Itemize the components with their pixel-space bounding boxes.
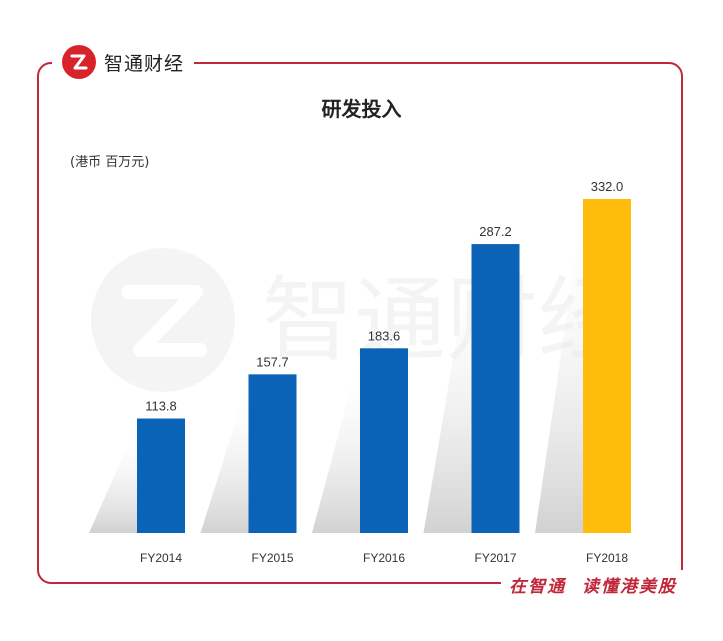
bar-fy2017: [471, 244, 520, 533]
bar-shadow: [535, 205, 583, 533]
x-tick-label: FY2016: [363, 551, 405, 565]
bar-shadow: [312, 354, 360, 533]
bar-fy2018: [583, 199, 631, 533]
value-labels: 113.8 157.7 183.6 287.2 332.0: [145, 179, 623, 414]
bars: [137, 199, 631, 533]
chart-title: 研发投入: [321, 97, 402, 121]
x-tick-label: FY2014: [140, 551, 182, 565]
bar-fy2016: [360, 348, 408, 533]
value-label: 287.2: [479, 224, 512, 239]
z-logo-icon: [62, 45, 96, 79]
brand-name: 智通财经: [104, 52, 185, 75]
value-label: 183.6: [368, 328, 401, 343]
x-axis-labels: FY2014 FY2015 FY2016 FY2017 FY2018: [140, 551, 628, 565]
footer-slogan: 在智通 读懂港美股: [509, 576, 677, 597]
bar-shadows: [89, 205, 583, 533]
bar-shadow: [200, 380, 249, 533]
bar-shadow: [89, 424, 137, 533]
value-label: 157.7: [256, 354, 289, 369]
value-label: 332.0: [591, 179, 624, 194]
x-tick-label: FY2018: [586, 551, 628, 565]
brand-header: 智通财经: [52, 42, 195, 82]
x-tick-label: FY2015: [251, 551, 293, 565]
bar-fy2014: [137, 418, 185, 533]
value-label: 113.8: [145, 399, 177, 414]
chart-frame: [37, 62, 683, 584]
unit-label: (港币 百万元): [70, 155, 150, 170]
bar-shadow: [423, 250, 472, 533]
footer-slogan-wrap: 在智通 读懂港美股: [501, 570, 685, 598]
bar-fy2015: [248, 374, 297, 533]
x-tick-label: FY2017: [474, 551, 516, 565]
